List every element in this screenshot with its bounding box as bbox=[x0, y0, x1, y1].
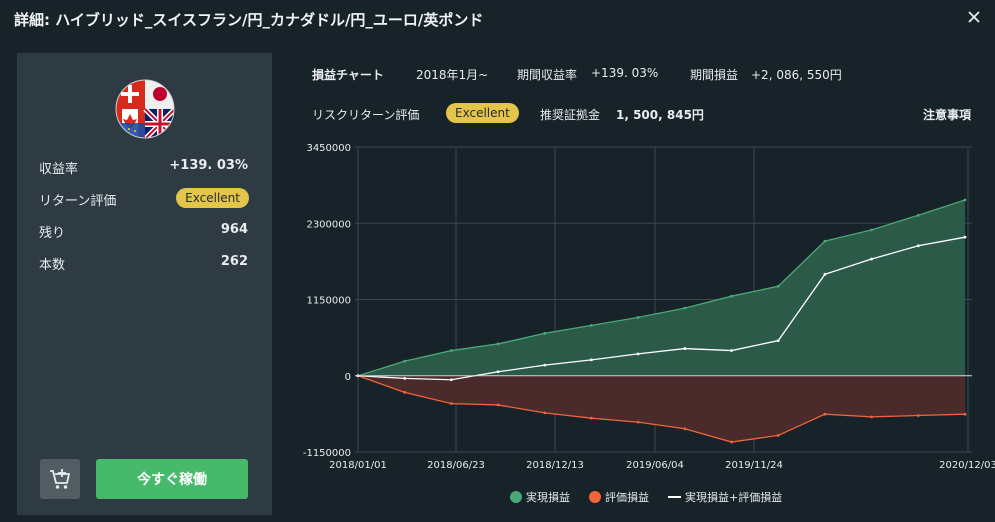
legend-total: 実現損益+評価損益 bbox=[668, 489, 782, 505]
cart-plus-icon bbox=[50, 469, 71, 489]
data-point bbox=[916, 213, 920, 217]
data-point bbox=[449, 378, 453, 382]
data-point bbox=[636, 352, 640, 356]
data-point bbox=[496, 370, 500, 374]
data-point bbox=[870, 415, 874, 419]
data-point bbox=[823, 239, 827, 243]
data-point bbox=[590, 358, 593, 362]
strategy-summary-card: 収益率 +139. 03% リターン評価 Excellent 残り 964 本数… bbox=[17, 53, 272, 515]
remaining-row: 残り 964 bbox=[39, 222, 248, 242]
data-point bbox=[916, 414, 920, 417]
realized-area bbox=[358, 200, 965, 376]
period-return-value: +139. 03% bbox=[591, 66, 659, 80]
y-tick-label: 0 bbox=[345, 372, 351, 383]
data-point bbox=[730, 294, 733, 298]
return-rate-label: 収益率 bbox=[39, 162, 79, 177]
data-point bbox=[870, 228, 874, 232]
data-point bbox=[356, 374, 360, 378]
period-pl-value: +2, 086, 550円 bbox=[751, 68, 842, 82]
count-value: 262 bbox=[220, 254, 248, 269]
return-rate-row: 収益率 +139. 03% bbox=[39, 158, 248, 178]
data-point bbox=[636, 420, 640, 424]
count-row: 本数 262 bbox=[39, 254, 248, 274]
legend-unrealized: 評価損益 bbox=[589, 489, 649, 505]
data-point bbox=[636, 316, 640, 319]
unrealized-legend-swatch bbox=[589, 491, 601, 503]
data-point bbox=[543, 331, 547, 335]
notes-link[interactable]: 注意事項 bbox=[923, 108, 972, 122]
data-point bbox=[590, 416, 593, 420]
remaining-label: 残り bbox=[39, 226, 66, 241]
period-pl-label: 期間損益 bbox=[690, 68, 739, 82]
data-point bbox=[590, 323, 593, 327]
total-line bbox=[357, 236, 966, 381]
x-tick-label: 2019/06/04 bbox=[626, 460, 684, 471]
realized-legend-swatch bbox=[510, 491, 522, 503]
data-point bbox=[543, 363, 547, 367]
x-tick-label: 2020/12/03 bbox=[939, 460, 995, 471]
data-point bbox=[403, 377, 407, 380]
y-tick-label: 1150000 bbox=[306, 296, 351, 307]
data-point bbox=[916, 244, 920, 248]
data-point bbox=[496, 342, 500, 346]
x-tick-label: 2018/01/01 bbox=[329, 460, 387, 471]
data-point bbox=[403, 390, 407, 394]
x-tick-label: 2018/12/13 bbox=[526, 460, 584, 471]
data-point bbox=[963, 412, 967, 416]
run-now-button[interactable]: 今すぐ稼働 bbox=[96, 459, 248, 499]
data-point bbox=[683, 427, 687, 431]
risk-return-badge: Excellent bbox=[446, 103, 519, 123]
data-point bbox=[823, 412, 827, 416]
data-point bbox=[776, 339, 780, 343]
remaining-value: 964 bbox=[220, 222, 248, 237]
data-point bbox=[823, 272, 827, 276]
data-point bbox=[730, 440, 733, 444]
recommended-margin-label: 推奨証拠金 bbox=[540, 108, 601, 122]
x-tick-label: 2018/06/23 bbox=[427, 460, 485, 471]
recommended-margin-value: 1, 500, 845円 bbox=[616, 108, 704, 122]
close-icon[interactable] bbox=[963, 6, 985, 28]
return-rating-label: リターン評価 bbox=[39, 194, 117, 209]
data-point bbox=[683, 306, 687, 310]
unrealized-line bbox=[357, 375, 966, 443]
count-label: 本数 bbox=[39, 258, 66, 273]
return-rating-badge: Excellent bbox=[176, 188, 249, 208]
data-point bbox=[356, 374, 360, 378]
data-point bbox=[963, 198, 967, 202]
period-return-label: 期間収益率 bbox=[517, 68, 578, 82]
chart-start-period: 2018年1月~ bbox=[416, 68, 489, 82]
y-tick-label: -1150000 bbox=[303, 448, 351, 459]
y-tick-label: 2300000 bbox=[306, 219, 351, 230]
data-point bbox=[683, 347, 687, 350]
currency-flags-icon bbox=[115, 79, 175, 139]
data-point bbox=[449, 349, 453, 352]
y-tick-label: 3450000 bbox=[306, 143, 351, 154]
data-point bbox=[870, 257, 874, 261]
realized-line bbox=[357, 199, 966, 377]
dialog-title: 詳細: ハイブリッド_スイスフラン/円_カナダドル/円_ユーロ/英ポンド bbox=[14, 11, 484, 29]
data-point bbox=[730, 349, 733, 352]
data-point bbox=[963, 235, 967, 239]
data-point bbox=[496, 403, 500, 407]
risk-return-label: リスクリターン評価 bbox=[312, 108, 420, 122]
data-point bbox=[403, 359, 407, 363]
total-legend-swatch bbox=[668, 496, 681, 498]
return-rating-row: リターン評価 Excellent bbox=[39, 188, 249, 210]
pl-chart-label: 損益チャート bbox=[312, 68, 384, 82]
add-to-cart-button[interactable] bbox=[40, 459, 80, 499]
unrealized-area bbox=[358, 375, 965, 443]
legend-realized: 実現損益 bbox=[510, 489, 570, 505]
data-point bbox=[776, 284, 780, 288]
data-point bbox=[356, 374, 360, 378]
data-point bbox=[449, 402, 453, 405]
x-tick-label: 2019/11/24 bbox=[725, 460, 783, 471]
return-rate-value: +139. 03% bbox=[169, 158, 248, 173]
data-point bbox=[543, 411, 547, 415]
data-point bbox=[776, 434, 780, 437]
